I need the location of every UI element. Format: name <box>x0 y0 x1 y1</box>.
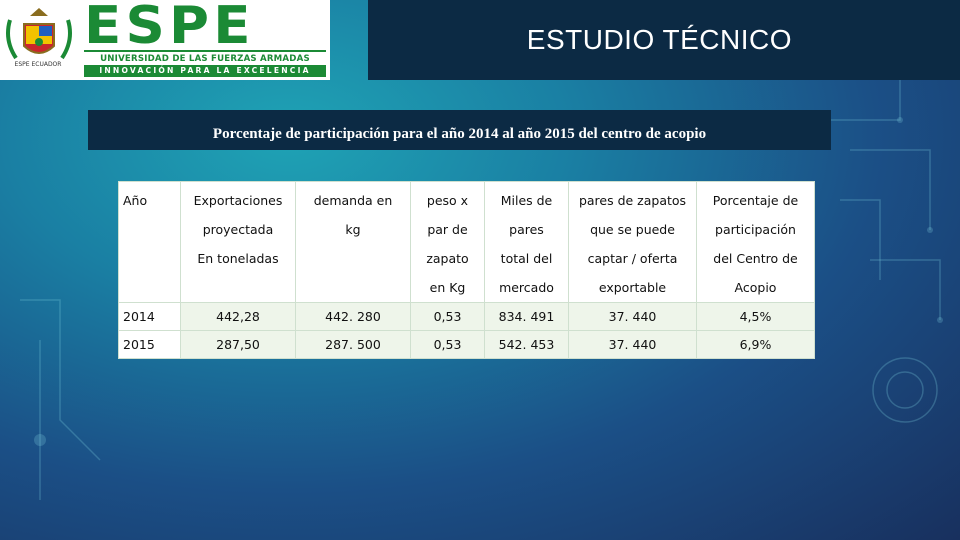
header-cell-demand: demanda en kg <box>295 181 411 303</box>
table-cell-year: 2014 <box>118 302 181 331</box>
university-seal-icon <box>6 8 72 60</box>
table-cell: 37. 440 <box>568 302 697 331</box>
slide-title: ESTUDIO TÉCNICO <box>526 24 792 55</box>
table-caption: Porcentaje de participación para el año … <box>212 126 707 142</box>
table-header-row: Año Exportaciones proyectada En tonelada… <box>118 181 815 303</box>
table-cell: 4,5% <box>696 302 815 331</box>
table-cell: 442,28 <box>180 302 296 331</box>
table-cell: 542. 453 <box>484 330 569 359</box>
table-cell-year: 2015 <box>118 330 181 359</box>
participation-table: Año Exportaciones proyectada En tonelada… <box>118 181 815 359</box>
seal-caption: ESPE ECUADOR <box>14 61 62 68</box>
table-cell: 442. 280 <box>295 302 411 331</box>
logo-tagline: INNOVACIÓN PARA LA EXCELENCIA <box>84 65 326 77</box>
header-cell-exports: Exportaciones proyectada En toneladas <box>180 181 296 303</box>
table-cell: 0,53 <box>410 330 485 359</box>
header-cell-market-pairs: Miles de pares total del mercado <box>484 181 569 303</box>
university-name: UNIVERSIDAD DE LAS FUERZAS ARMADAS <box>84 50 326 66</box>
table-cell: 287. 500 <box>295 330 411 359</box>
table-cell: 6,9% <box>696 330 815 359</box>
header-cell-year: Año <box>118 181 181 303</box>
table-cell: 37. 440 <box>568 330 697 359</box>
espe-wordmark: ESPE <box>84 0 255 56</box>
header-bar: ESTUDIO TÉCNICO <box>368 0 960 80</box>
table-row: 2015 287,50 287. 500 0,53 542. 453 37. 4… <box>118 330 815 359</box>
subtitle-bar: Porcentaje de participación para el año … <box>88 110 831 150</box>
table-cell: 0,53 <box>410 302 485 331</box>
header-cell-exportable-supply: pares de zapatos que se puede captar / o… <box>568 181 697 303</box>
table-row: 2014 442,28 442. 280 0,53 834. 491 37. 4… <box>118 302 815 331</box>
espe-logo: ESPE ECUADOR ESPE UNIVERSIDAD DE LAS FUE… <box>0 0 330 80</box>
table-cell: 834. 491 <box>484 302 569 331</box>
table-cell: 287,50 <box>180 330 296 359</box>
header-cell-participation: Porcentaje de participación del Centro d… <box>696 181 815 303</box>
header-cell-weight: peso x par de zapato en Kg <box>410 181 485 303</box>
